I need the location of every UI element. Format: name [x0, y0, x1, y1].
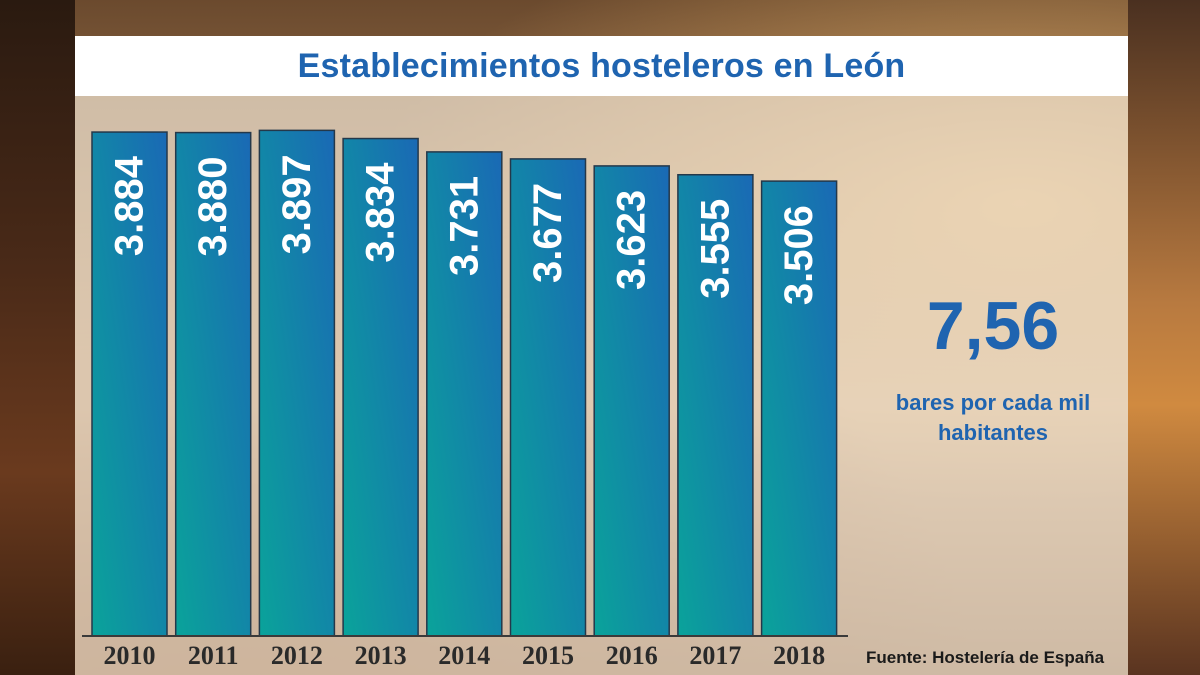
source-note: Fuente: Hostelería de España — [866, 648, 1105, 667]
value-label-2018: 3.506 — [777, 205, 821, 305]
x-tick-2018: 2018 — [773, 641, 825, 670]
bars-per-thousand-label: bares por cada mil habitantes — [858, 388, 1128, 448]
value-label-2010: 3.884 — [108, 155, 152, 256]
x-tick-2017: 2017 — [689, 641, 741, 670]
bar-2018 — [760, 180, 838, 637]
bar-2017 — [677, 173, 754, 637]
x-tick-labels: 2010 2011 2012 2013 2014 2015 2016 2017 2018 — [104, 641, 826, 670]
x-tick-2010: 2010 — [104, 641, 156, 670]
bar-2013 — [342, 137, 419, 637]
bar-2016 — [593, 165, 670, 637]
bar-2012 — [258, 129, 336, 637]
bar-2015 — [509, 158, 587, 637]
bars-per-thousand-line2: habitantes — [937, 420, 1049, 445]
x-tick-2013: 2013 — [355, 641, 407, 670]
x-tick-2012: 2012 — [271, 641, 323, 670]
x-tick-2015: 2015 — [522, 641, 574, 670]
background-left-strip — [0, 0, 75, 675]
x-tick-2016: 2016 — [606, 641, 658, 670]
value-label-2017: 3.555 — [693, 199, 737, 299]
value-label-2015: 3.677 — [526, 183, 570, 283]
bars-per-thousand-line1: bares por cada mil — [895, 390, 1091, 415]
bars-group: 3.884 3.880 3.897 3.834 3.731 3.677 3.623 3.555… — [91, 129, 838, 637]
value-label-2013: 3.834 — [359, 162, 403, 263]
bar-2011 — [174, 131, 252, 637]
title-bar: Establecimientos hosteleros en León — [75, 36, 1128, 96]
chart-title: Establecimientos hosteleros en León — [297, 46, 906, 85]
bars-per-thousand-value: 7,56 — [926, 288, 1060, 364]
background-right-strip — [1128, 0, 1200, 675]
x-tick-2014: 2014 — [438, 641, 490, 670]
x-tick-2011: 2011 — [188, 641, 239, 670]
bar-2010 — [91, 131, 168, 637]
value-label-2011: 3.880 — [191, 157, 235, 257]
value-label-2016: 3.623 — [610, 190, 654, 290]
bar-2014 — [426, 151, 503, 637]
value-label-2014: 3.731 — [442, 176, 486, 276]
value-label-2012: 3.897 — [275, 154, 319, 254]
